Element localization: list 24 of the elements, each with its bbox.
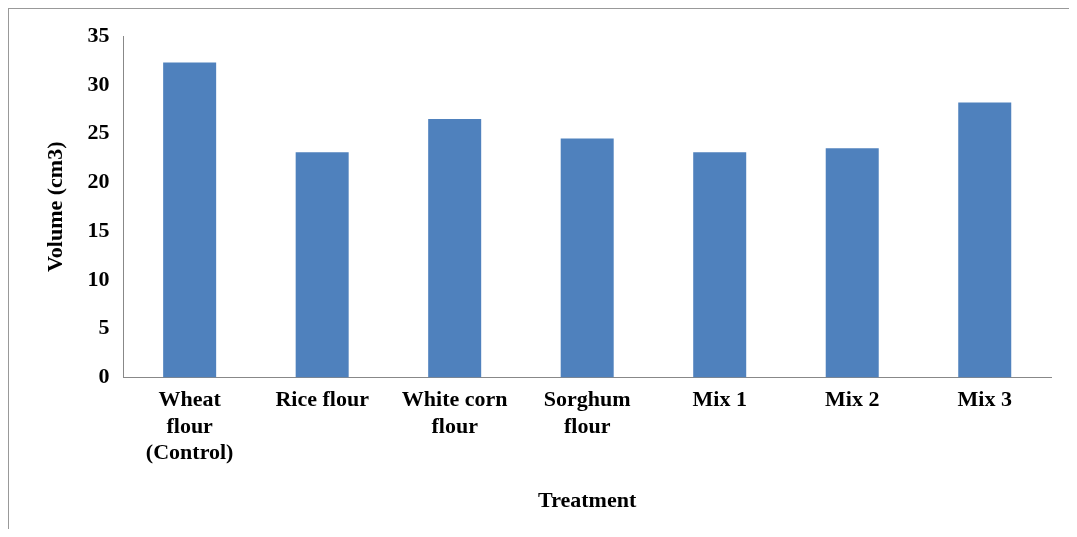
- bar: [295, 152, 349, 378]
- bar: [163, 62, 217, 378]
- y-tick-label: 30: [87, 70, 110, 96]
- bar: [693, 152, 747, 378]
- y-tick-label: 0: [98, 363, 110, 389]
- x-tick-label: Mix 2: [825, 386, 880, 412]
- bar: [428, 119, 482, 378]
- y-tick-label: 10: [87, 265, 110, 291]
- bar: [825, 148, 879, 378]
- bar: [958, 102, 1012, 378]
- bar: [560, 138, 614, 378]
- y-tick-label: 20: [87, 168, 110, 194]
- x-axis-title: Treatment: [538, 487, 637, 513]
- x-tick-label: Sorghum flour: [543, 386, 631, 438]
- x-tick-label: Wheat flour (Control): [145, 386, 234, 465]
- x-tick-label: Rice flour: [275, 386, 370, 412]
- y-tick-label: 5: [98, 314, 110, 340]
- x-tick-label: Mix 1: [692, 386, 747, 412]
- y-axis-title: Volume (cm3): [41, 141, 67, 273]
- y-tick-label: 35: [87, 21, 110, 47]
- x-tick-label: White corn flour: [401, 386, 508, 438]
- y-tick-label: 25: [87, 119, 110, 145]
- x-tick-label: Mix 3: [957, 386, 1012, 412]
- y-tick-label: 15: [87, 216, 110, 242]
